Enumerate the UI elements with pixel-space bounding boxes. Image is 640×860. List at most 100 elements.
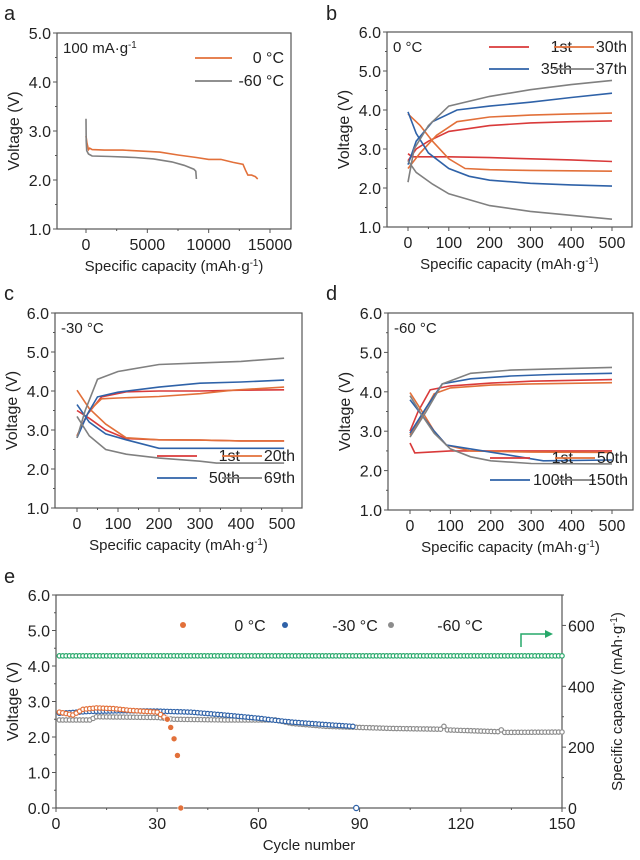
y-tick-label: 2.0 — [27, 462, 49, 479]
series--60-c-point — [437, 726, 444, 732]
legend-label: 0 °C — [253, 50, 284, 67]
panel-label: c — [4, 283, 14, 305]
y-tick-label: 6.0 — [360, 306, 382, 323]
series-69th-discharge-line — [76, 415, 285, 464]
y-tick-label: 6.0 — [359, 25, 381, 42]
legend-label: 50th — [597, 450, 628, 467]
x-tick-label: 400 — [228, 516, 255, 533]
series-150th-discharge-line — [409, 395, 613, 465]
legend-label: -60 °C — [238, 73, 284, 90]
series--30-c-point — [350, 723, 356, 730]
series-1st-discharge-line — [409, 442, 612, 454]
x-tick-label: 0 — [52, 816, 61, 833]
x-tick-label: 10000 — [186, 237, 231, 254]
x-tick-label: 500 — [599, 518, 626, 535]
x-tick-label: 200 — [476, 235, 503, 252]
x-tick-label: 400 — [558, 235, 585, 252]
y-tick-label: 4.0 — [360, 385, 382, 402]
panel-label: e — [4, 566, 15, 588]
y-tick-label: 1.0 — [28, 766, 50, 783]
y-tick-label: 3.0 — [28, 695, 50, 712]
y2-tick-label: 200 — [568, 740, 595, 757]
y-tick-label: 2.0 — [360, 464, 382, 481]
x-tick-label: 120 — [447, 816, 474, 833]
x-tick-label: 500 — [599, 235, 626, 252]
panel-label: b — [326, 3, 337, 25]
series-1st-charge-line — [407, 120, 613, 162]
panel-e: e 0.0 1.0 2.0 3.0 4.0 5.0 6.0 0 30 60 90 120 150 Cycle… — [4, 566, 626, 854]
series--60-c-point — [559, 729, 565, 735]
y-tick-label: 2.0 — [28, 730, 50, 747]
x-tick-label: 30 — [148, 816, 166, 833]
x-tick-label: 90 — [351, 816, 369, 833]
x-tick-label: 0 — [82, 237, 91, 254]
x-tick-label: 300 — [518, 518, 545, 535]
series-0-c-point — [177, 804, 185, 812]
series-100th-charge-line — [409, 372, 613, 434]
y-tick-label: 4.0 — [359, 103, 381, 120]
series-50th-charge-line — [409, 381, 613, 436]
series-0-c-point — [167, 724, 174, 731]
series-0-c-point — [174, 752, 181, 759]
series--60-c-point — [441, 723, 447, 730]
legend-label: 150th — [588, 472, 628, 489]
y-tick-label: 5.0 — [359, 64, 381, 81]
panel-a: a 1.0 2.0 3.0 4.0 5.0 0 5000 10000 15000 Specific … — [4, 3, 292, 275]
capacity-point — [559, 653, 565, 659]
legend-label: 0 °C — [234, 618, 265, 635]
x-axis-label: Specific capacity (mAh·g-1) — [421, 539, 600, 557]
x-axis-label: Cycle number — [263, 837, 356, 854]
series--60-c-line — [85, 118, 198, 180]
panel-b: b 1.0 2.0 3.0 4.0 5.0 6.0 0 100 200 300 400 500Speci… — [326, 3, 633, 274]
arrow-line — [520, 633, 545, 647]
y2-tick-label: 0 — [568, 801, 577, 818]
plot-frame — [55, 594, 563, 809]
y-axis-label: Voltage (V) — [5, 662, 22, 741]
series-50th-charge-line — [76, 379, 285, 439]
x-tick-label: 15000 — [248, 237, 293, 254]
x-tick-label: 200 — [146, 516, 173, 533]
legend-label: 30th — [596, 39, 627, 56]
condition-annotation: 100 mA·g-1 — [63, 40, 137, 58]
x-tick-label: 200 — [477, 518, 504, 535]
y-axis-label: Voltage (V) — [4, 371, 21, 450]
legend-label: 20th — [264, 448, 295, 465]
x-tick-label: 150 — [549, 816, 576, 833]
y-tick-label: 4.0 — [29, 75, 51, 92]
y-tick-label: 3.0 — [29, 124, 51, 141]
x-tick-label: 0 — [406, 518, 415, 535]
x-tick-label: 100 — [437, 518, 464, 535]
y-tick-label: 1.0 — [29, 222, 51, 239]
legend-label: 37th — [596, 61, 627, 78]
y-tick-label: 1.0 — [359, 220, 381, 237]
legend-marker — [388, 622, 394, 628]
x-tick-label: 400 — [558, 518, 585, 535]
x-tick-label: 100 — [105, 516, 132, 533]
x-tick-label: 500 — [269, 516, 296, 533]
condition-annotation: -60 °C — [394, 320, 437, 337]
series-37th-discharge-line — [407, 160, 613, 220]
y-tick-label: 3.0 — [27, 423, 49, 440]
legend-marker — [282, 622, 288, 628]
y-tick-label: 4.0 — [28, 659, 50, 676]
x-axis-label: Specific capacity (mAh·g-1) — [420, 256, 599, 274]
series-37th-charge-line — [407, 79, 613, 183]
y-tick-label: 3.0 — [359, 142, 381, 159]
legend-label: -60 °C — [437, 618, 483, 635]
right-axis-arrow-icon — [520, 630, 553, 647]
y-tick-label: 2.0 — [359, 181, 381, 198]
y-tick-label: 5.0 — [27, 345, 49, 362]
x-tick-label: 0 — [404, 235, 413, 252]
y-tick-label: 6.0 — [28, 588, 50, 605]
y-tick-label: 4.0 — [27, 384, 49, 401]
y-tick-label: 3.0 — [360, 424, 382, 441]
y-axis-label: Voltage (V) — [337, 372, 354, 451]
series-30th-discharge-line — [407, 113, 613, 172]
legend-label: -30 °C — [332, 618, 378, 635]
legend-label: 100th — [533, 472, 573, 489]
y-tick-label: 1.0 — [360, 503, 382, 520]
